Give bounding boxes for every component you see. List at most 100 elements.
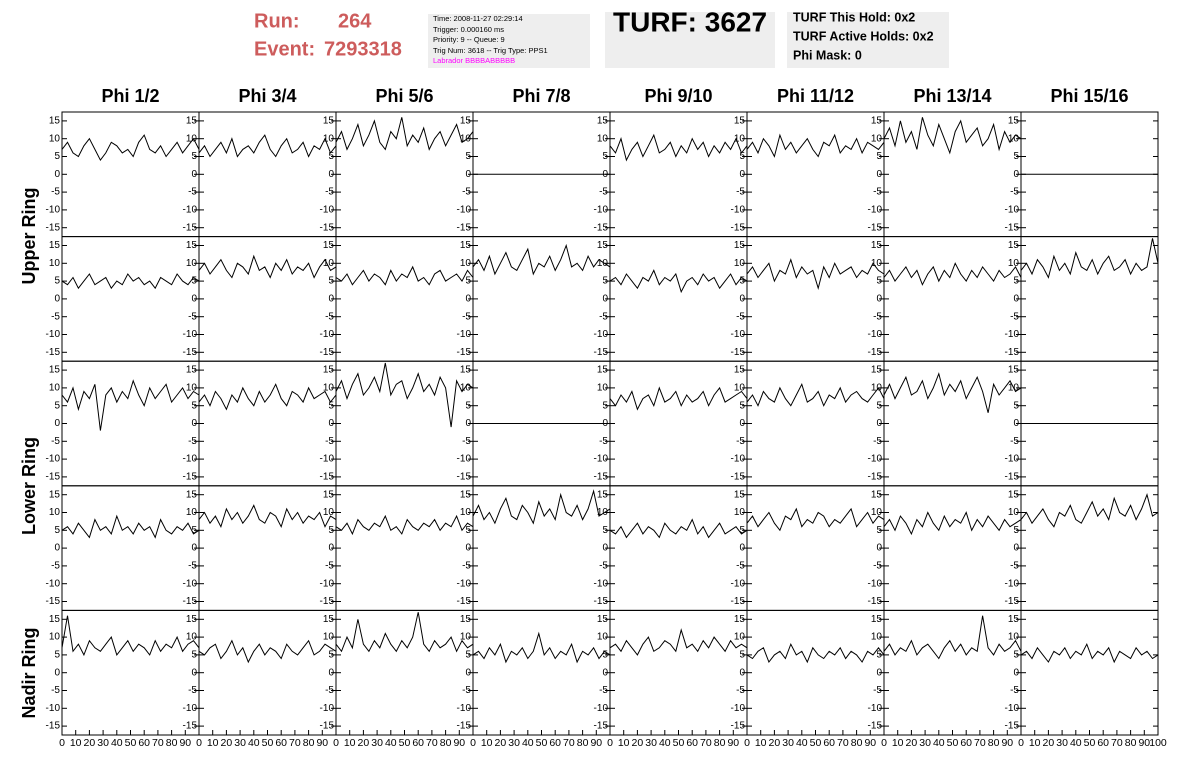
y-tick-label: -15 — [594, 596, 609, 607]
x-tick-label: 10 — [481, 737, 493, 749]
y-tick-label: -15 — [731, 347, 746, 358]
y-tick-label: 5 — [876, 525, 882, 536]
y-tick-label: -5 — [462, 311, 471, 322]
y-tick-label: 5 — [54, 151, 60, 162]
x-tick-label: 60 — [1097, 737, 1109, 749]
y-tick-label: 15 — [1008, 116, 1020, 127]
x-tick-label: 50 — [810, 737, 822, 749]
y-tick-label: -15 — [457, 347, 472, 358]
column-label: Phi 9/10 — [644, 86, 712, 106]
y-tick-label: -5 — [51, 187, 60, 198]
x-tick-label: 50 — [673, 737, 685, 749]
y-tick-label: 15 — [323, 489, 335, 500]
y-tick-label: -10 — [594, 329, 609, 340]
waveform — [335, 265, 474, 286]
waveform — [61, 273, 200, 290]
y-tick-label: 0 — [739, 667, 745, 678]
y-tick-label: 15 — [734, 489, 746, 500]
y-tick-label: 5 — [328, 525, 334, 536]
y-tick-label: -15 — [183, 347, 198, 358]
y-tick-label: -5 — [51, 561, 60, 572]
waveform — [609, 628, 748, 656]
y-tick-label: 15 — [597, 489, 609, 500]
y-tick-label: -15 — [731, 721, 746, 732]
waveform — [61, 379, 200, 431]
x-tick-label: 60 — [686, 737, 698, 749]
y-tick-label: -10 — [1005, 578, 1020, 589]
x-tick-label: 10 — [207, 737, 219, 749]
x-tick-label: 90 — [727, 737, 739, 749]
panel-frame — [472, 609, 611, 736]
y-tick-label: 15 — [1008, 365, 1020, 376]
x-tick-label: 10 — [344, 737, 356, 749]
y-tick-label: -10 — [457, 578, 472, 589]
y-tick-label: -15 — [594, 721, 609, 732]
y-tick-label: 5 — [191, 525, 197, 536]
y-tick-label: 0 — [876, 294, 882, 305]
x-tick-label: 40 — [385, 737, 397, 749]
waveform — [472, 489, 611, 525]
y-tick-label: -5 — [188, 311, 197, 322]
x-tick-label: 70 — [1111, 737, 1123, 749]
waveform — [198, 504, 337, 529]
y-tick-label: 10 — [1008, 383, 1020, 394]
x-tick-label: 0 — [333, 737, 339, 749]
turf-info: TURF This Hold: 0x2 — [793, 10, 915, 24]
panel-frame — [335, 609, 474, 736]
x-tick-label: 90 — [864, 737, 876, 749]
y-tick-label: -15 — [46, 347, 61, 358]
y-tick-label: -15 — [320, 721, 335, 732]
y-tick-label: 10 — [871, 507, 883, 518]
panel-frame — [198, 360, 337, 487]
y-tick-label: -15 — [457, 222, 472, 233]
x-tick-label: 60 — [412, 737, 424, 749]
y-tick-label: -10 — [594, 578, 609, 589]
y-tick-label: -10 — [46, 205, 61, 216]
y-tick-label: -5 — [188, 561, 197, 572]
info-line: Priority: 9 -- Queue: 9 — [433, 35, 505, 44]
y-tick-label: -10 — [731, 329, 746, 340]
turf-number: TURF: 3627 — [613, 6, 767, 37]
y-tick-label: -5 — [736, 685, 745, 696]
y-tick-label: 15 — [1008, 489, 1020, 500]
panel-frame — [335, 236, 474, 362]
x-tick-label: 40 — [248, 737, 260, 749]
y-tick-label: 5 — [54, 400, 60, 411]
y-tick-label: 10 — [734, 383, 746, 394]
y-tick-label: 10 — [460, 133, 472, 144]
y-tick-label: -15 — [1005, 472, 1020, 483]
y-tick-label: -15 — [594, 222, 609, 233]
x-tick-label: 100 — [1149, 737, 1167, 749]
x-tick-label: 90 — [453, 737, 465, 749]
y-tick-label: -10 — [1005, 329, 1020, 340]
x-tick-label: 0 — [196, 737, 202, 749]
x-tick-label: 30 — [97, 737, 109, 749]
y-tick-label: -5 — [873, 685, 882, 696]
info-box — [428, 14, 590, 68]
x-tick-label: 0 — [59, 737, 65, 749]
row-label: Lower Ring — [19, 437, 39, 535]
x-tick-label: 20 — [632, 737, 644, 749]
waveform — [609, 518, 748, 539]
y-tick-label: -5 — [325, 436, 334, 447]
y-tick-label: 15 — [186, 365, 198, 376]
y-tick-label: 0 — [328, 543, 334, 554]
y-tick-label: -10 — [46, 454, 61, 465]
y-tick-label: -5 — [325, 311, 334, 322]
y-tick-label: 15 — [460, 489, 472, 500]
waveform — [609, 269, 748, 294]
y-tick-label: -15 — [46, 472, 61, 483]
turf-info: Phi Mask: 0 — [793, 48, 862, 62]
y-tick-label: -15 — [457, 472, 472, 483]
y-tick-label: -10 — [183, 329, 198, 340]
y-tick-label: 10 — [323, 258, 335, 269]
panel-frame — [609, 236, 748, 362]
y-tick-label: -5 — [188, 685, 197, 696]
waveform — [1020, 642, 1159, 664]
y-tick-label: -5 — [599, 187, 608, 198]
y-tick-label: 15 — [460, 614, 472, 625]
panel-frame — [61, 360, 200, 487]
y-tick-label: 10 — [186, 258, 198, 269]
y-tick-label: -15 — [320, 472, 335, 483]
